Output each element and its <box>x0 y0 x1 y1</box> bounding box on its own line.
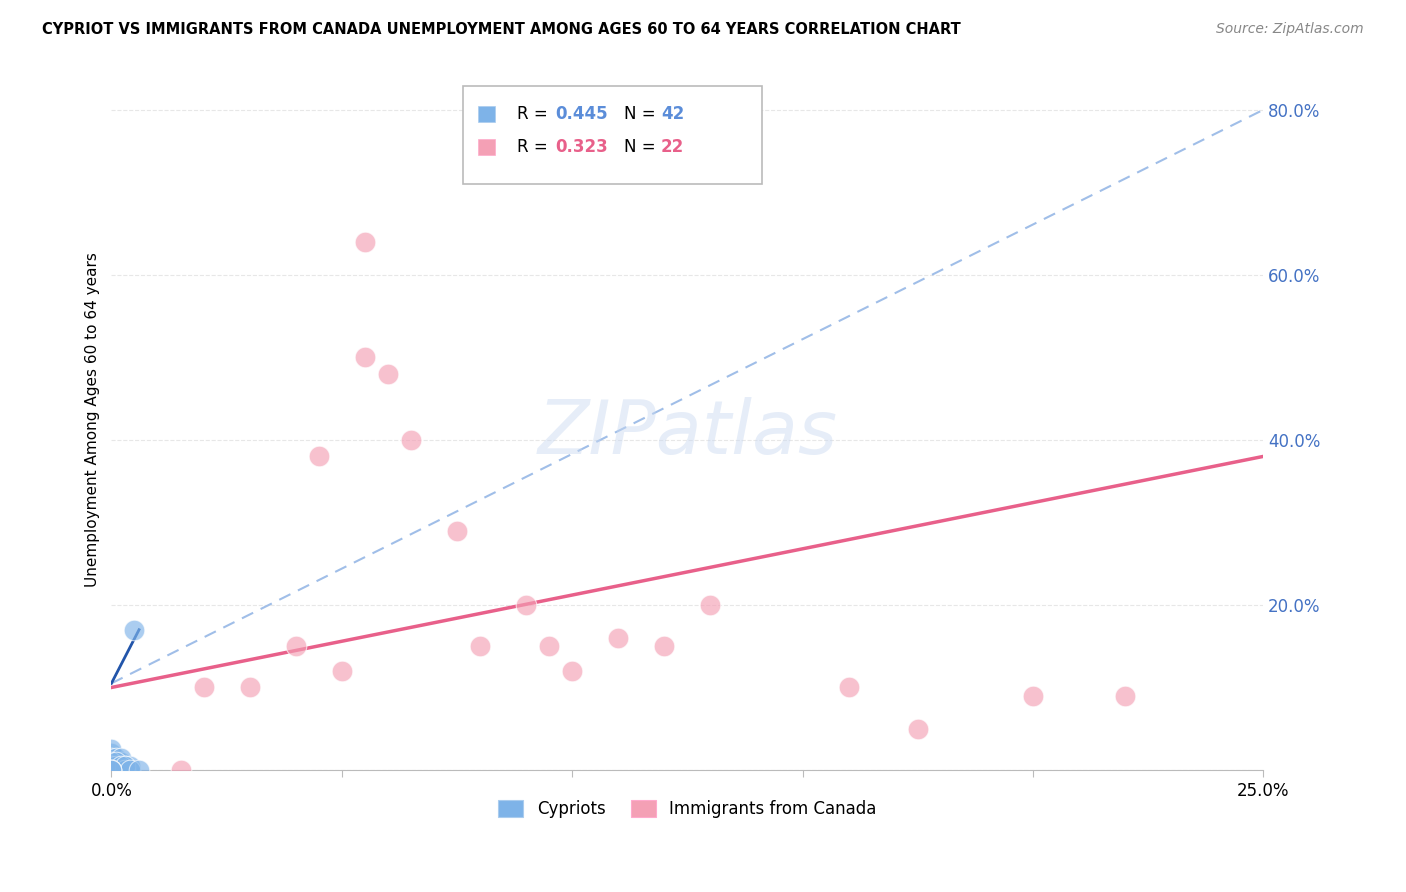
FancyBboxPatch shape <box>463 86 762 185</box>
Point <box>100 759 122 773</box>
Point <box>118 763 141 777</box>
Point <box>100 763 122 777</box>
Point <box>100 763 122 777</box>
Text: R =: R = <box>517 138 553 156</box>
Point <box>308 450 330 464</box>
Y-axis label: Unemployment Among Ages 60 to 64 years: Unemployment Among Ages 60 to 64 years <box>86 252 100 587</box>
Point <box>654 639 676 653</box>
Point <box>239 681 262 695</box>
Point <box>399 433 422 447</box>
Point <box>538 639 561 653</box>
Point <box>100 763 122 777</box>
Point <box>377 367 399 381</box>
Point <box>105 763 128 777</box>
Point <box>105 763 128 777</box>
Point <box>468 639 491 653</box>
Point <box>561 664 583 678</box>
Point <box>100 755 122 769</box>
Point <box>105 755 128 769</box>
Point <box>100 763 122 777</box>
Point <box>105 759 128 773</box>
Point <box>100 763 122 777</box>
Point <box>128 763 150 777</box>
Point <box>105 755 128 769</box>
Text: 42: 42 <box>661 105 685 123</box>
Point <box>353 351 375 365</box>
Point <box>100 763 122 777</box>
Point <box>100 755 122 769</box>
Point <box>110 759 132 773</box>
Point <box>907 722 929 736</box>
Text: N =: N = <box>624 105 661 123</box>
Point <box>1022 689 1045 703</box>
FancyBboxPatch shape <box>478 106 495 122</box>
Point <box>100 747 122 761</box>
Point <box>105 759 128 773</box>
Text: ZIPatlas: ZIPatlas <box>537 397 838 469</box>
Text: 0.323: 0.323 <box>555 138 607 156</box>
Point <box>838 681 860 695</box>
Point <box>353 235 375 249</box>
FancyBboxPatch shape <box>478 139 495 155</box>
Point <box>100 759 122 773</box>
Point <box>100 755 122 769</box>
Point <box>100 750 122 764</box>
Point <box>110 763 132 777</box>
Point <box>169 763 191 777</box>
Point <box>699 598 721 612</box>
Point <box>110 750 132 764</box>
Point <box>100 759 122 773</box>
Point <box>110 763 132 777</box>
Point <box>114 759 136 773</box>
Point <box>105 763 128 777</box>
Point <box>110 759 132 773</box>
Point <box>100 759 122 773</box>
Text: N =: N = <box>624 138 661 156</box>
Point <box>100 750 122 764</box>
Point <box>105 750 128 764</box>
Point <box>100 763 122 777</box>
Point <box>114 759 136 773</box>
Legend: Cypriots, Immigrants from Canada: Cypriots, Immigrants from Canada <box>492 793 883 825</box>
Point <box>114 763 136 777</box>
Point <box>105 759 128 773</box>
Point <box>1114 689 1136 703</box>
Point <box>110 755 132 769</box>
Text: R =: R = <box>517 105 553 123</box>
Text: CYPRIOT VS IMMIGRANTS FROM CANADA UNEMPLOYMENT AMONG AGES 60 TO 64 YEARS CORRELA: CYPRIOT VS IMMIGRANTS FROM CANADA UNEMPL… <box>42 22 960 37</box>
Point <box>100 742 122 756</box>
Point <box>607 631 630 645</box>
Point <box>118 759 141 773</box>
Point <box>446 524 468 538</box>
Point <box>114 763 136 777</box>
Point <box>118 763 141 777</box>
Text: 22: 22 <box>661 138 685 156</box>
Point <box>124 623 146 637</box>
Text: Source: ZipAtlas.com: Source: ZipAtlas.com <box>1216 22 1364 37</box>
Point <box>330 664 353 678</box>
Text: 0.445: 0.445 <box>555 105 607 123</box>
Point <box>193 681 215 695</box>
Point <box>515 598 537 612</box>
Point <box>284 639 307 653</box>
